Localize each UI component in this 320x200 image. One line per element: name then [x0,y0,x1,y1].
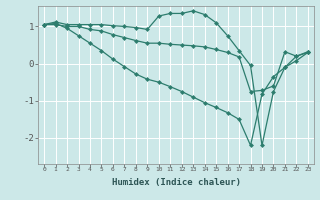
X-axis label: Humidex (Indice chaleur): Humidex (Indice chaleur) [111,178,241,187]
